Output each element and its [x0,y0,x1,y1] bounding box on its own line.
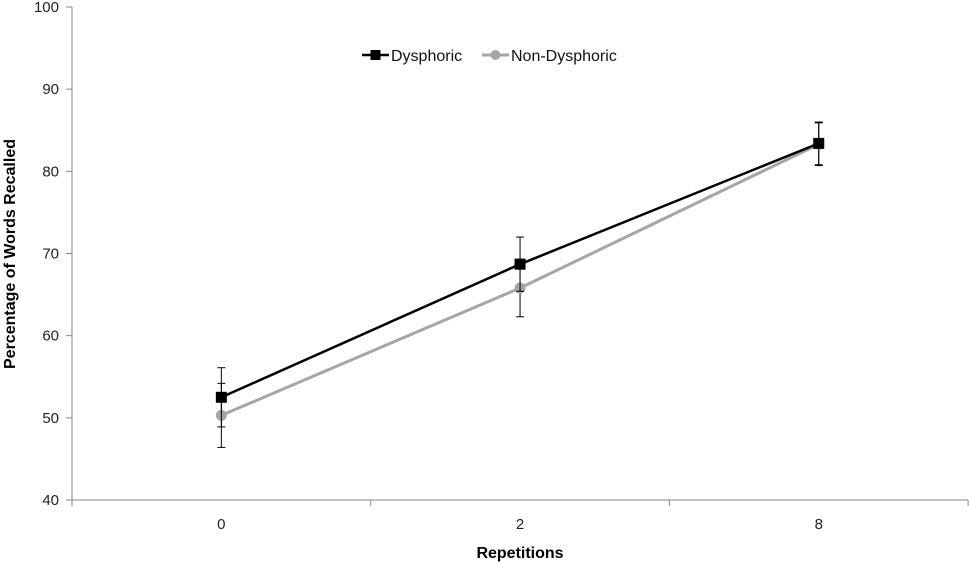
x-tick-label: 2 [516,516,524,533]
y-tick-label: 60 [42,328,59,345]
y-tick-label: 40 [42,492,59,509]
legend-marker [370,50,381,60]
data-point [514,258,526,270]
legend: Dysphoric Non-Dysphoric [362,48,617,65]
data-point [813,137,825,149]
x-tick-label: 0 [217,516,225,533]
series-dysphoric [215,121,825,428]
series-layer [215,121,825,448]
legend-label: Non-Dysphoric [511,48,617,65]
legend-item-dysphoric: Dysphoric [362,48,462,65]
y-tick-label: 80 [42,163,59,180]
y-axis: 40 50 60 70 80 90 100 [34,0,73,509]
legend-item-non-dysphoric: Non-Dysphoric [482,48,617,65]
y-tick-label: 50 [42,410,59,427]
y-tick-label: 70 [42,246,59,263]
x-axis: 0 2 8 [71,499,969,533]
x-tick-label: 8 [815,516,823,533]
legend-label: Dysphoric [391,48,462,65]
x-axis-title: Repetitions [476,545,563,562]
y-tick-label: 90 [42,81,59,98]
data-point [215,391,227,403]
y-tick-label: 100 [34,0,59,16]
y-axis-title: Percentage of Words Recalled [2,139,19,369]
legend-marker [490,50,501,60]
